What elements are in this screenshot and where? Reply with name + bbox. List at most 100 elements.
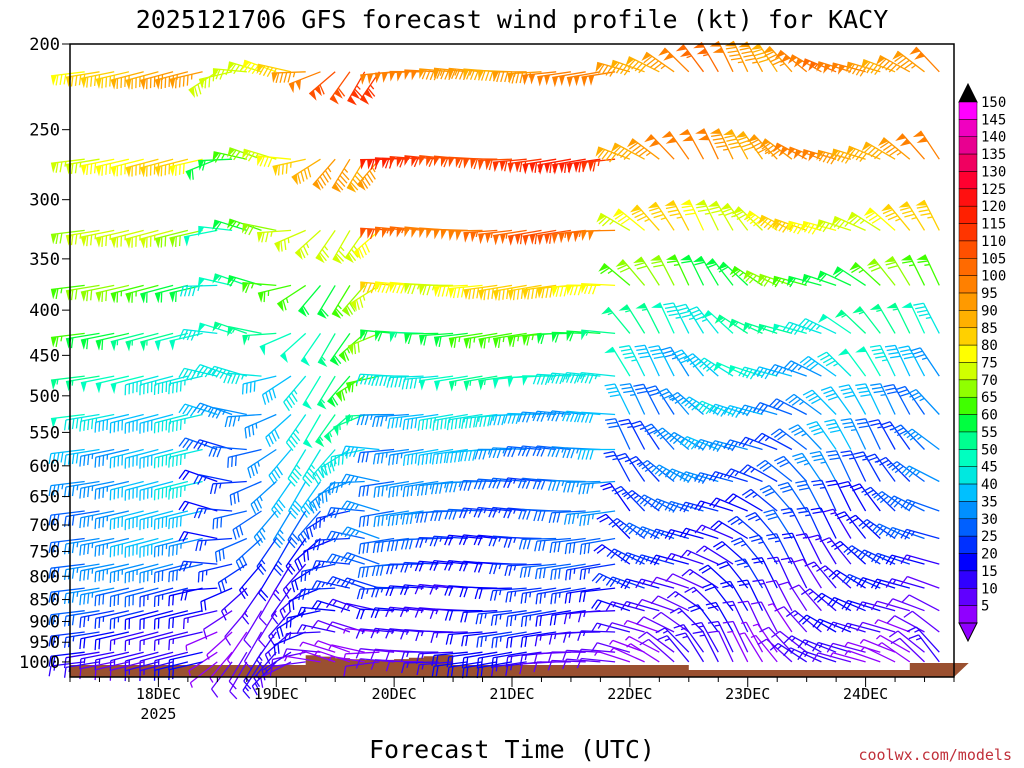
barb-half-flag (513, 537, 517, 543)
barb-full-flag (711, 209, 722, 214)
wind-barb (635, 302, 660, 334)
wind-barb (476, 631, 513, 648)
barb-full-flag (358, 247, 364, 258)
barb-half-flag (578, 231, 582, 238)
wind-barb (80, 332, 115, 350)
barb-full-flag (74, 162, 78, 174)
barb-full-flag (83, 544, 86, 555)
barb-shaft (169, 413, 203, 423)
barb-pennant (595, 147, 604, 157)
barb-pennant (242, 335, 249, 346)
barb-half-flag (321, 356, 326, 362)
barb-pennant (242, 282, 249, 293)
barb-full-flag (245, 383, 248, 394)
barb-full-flag (340, 577, 348, 588)
barb-full-flag (901, 465, 910, 474)
barb-shaft (95, 651, 130, 661)
barb-shaft (718, 630, 734, 663)
barb-full-flag (603, 450, 614, 455)
barb-full-flag (782, 488, 793, 493)
barb-shaft (448, 651, 483, 658)
barb-shaft (154, 158, 189, 169)
barb-full-flag (502, 289, 505, 300)
barb-half-flag (355, 530, 360, 536)
barb-full-flag (568, 592, 572, 604)
barb-full-flag (436, 68, 442, 79)
barb-pennant (478, 70, 485, 81)
barb-full-flag (899, 206, 911, 211)
barb-full-flag (337, 87, 346, 97)
wind-barb (561, 371, 601, 384)
barb-full-flag (796, 224, 804, 235)
barb-pennant (140, 237, 147, 249)
wind-barb (535, 610, 572, 627)
barb-full-flag (916, 205, 928, 209)
barb-full-flag (344, 553, 352, 563)
barb-full-flag (608, 153, 617, 163)
barb-full-flag (725, 493, 734, 502)
barb-full-flag (172, 570, 175, 582)
barb-full-flag (591, 284, 597, 295)
barb-shaft (855, 514, 881, 539)
barb-full-flag (500, 71, 505, 83)
wind-barb (679, 254, 705, 286)
barb-half-flag (314, 650, 319, 656)
barb-full-flag (577, 611, 582, 623)
wind-barb (273, 538, 292, 576)
barb-pennant (301, 356, 310, 367)
wind-barb (140, 332, 174, 352)
barb-shaft (507, 587, 542, 593)
barb-shaft (347, 552, 380, 565)
barb-full-flag (429, 584, 435, 595)
barb-shaft (522, 563, 557, 569)
barb-shaft (879, 345, 896, 377)
barb-full-flag (282, 648, 288, 659)
barb-full-flag (75, 417, 79, 429)
barb-full-flag (716, 543, 726, 551)
barb-shaft (685, 304, 705, 334)
barb-full-flag (190, 370, 197, 381)
wind-barb (433, 284, 468, 297)
barb-full-flag (340, 473, 347, 484)
barb-full-flag (775, 402, 785, 411)
barb-full-flag (508, 565, 513, 576)
barb-full-flag (837, 152, 845, 162)
wind-barb (460, 610, 498, 623)
wind-barb (577, 448, 616, 460)
barb-half-flag (72, 636, 75, 642)
barb-full-flag (407, 283, 412, 295)
barb-pennant (125, 166, 132, 178)
barb-shaft (183, 328, 218, 335)
barb-half-flag (607, 312, 613, 316)
barb-shaft (95, 480, 130, 490)
barb-shaft (154, 537, 189, 548)
wind-barb (95, 332, 130, 351)
barb-full-flag (182, 76, 185, 87)
wind-barb (577, 630, 616, 641)
barb-full-flag (869, 344, 881, 348)
barb-full-flag (744, 491, 755, 499)
barb-shaft (522, 587, 557, 595)
barb-full-flag (564, 543, 568, 555)
barb-pennant (197, 277, 205, 288)
wind-barb (417, 448, 454, 466)
barb-shaft (736, 515, 763, 539)
barb-shaft (874, 453, 896, 482)
barb-shaft (850, 450, 867, 482)
barb-full-flag (474, 588, 479, 600)
barb-full-flag (669, 607, 680, 614)
barb-shaft (834, 419, 852, 450)
barb-shaft (581, 587, 616, 593)
barb-full-flag (668, 470, 677, 480)
barb-full-flag (157, 456, 160, 468)
barb-full-flag (620, 149, 629, 159)
wind-barb (238, 563, 262, 600)
barb-pennant (786, 221, 795, 232)
barb-full-flag (79, 456, 82, 467)
barb-shaft (891, 255, 911, 286)
barb-pennant (633, 256, 645, 264)
barb-pennant (507, 336, 514, 348)
barb-half-flag (591, 514, 594, 520)
barb-pennant (816, 271, 826, 281)
barb-half-flag (850, 428, 857, 432)
